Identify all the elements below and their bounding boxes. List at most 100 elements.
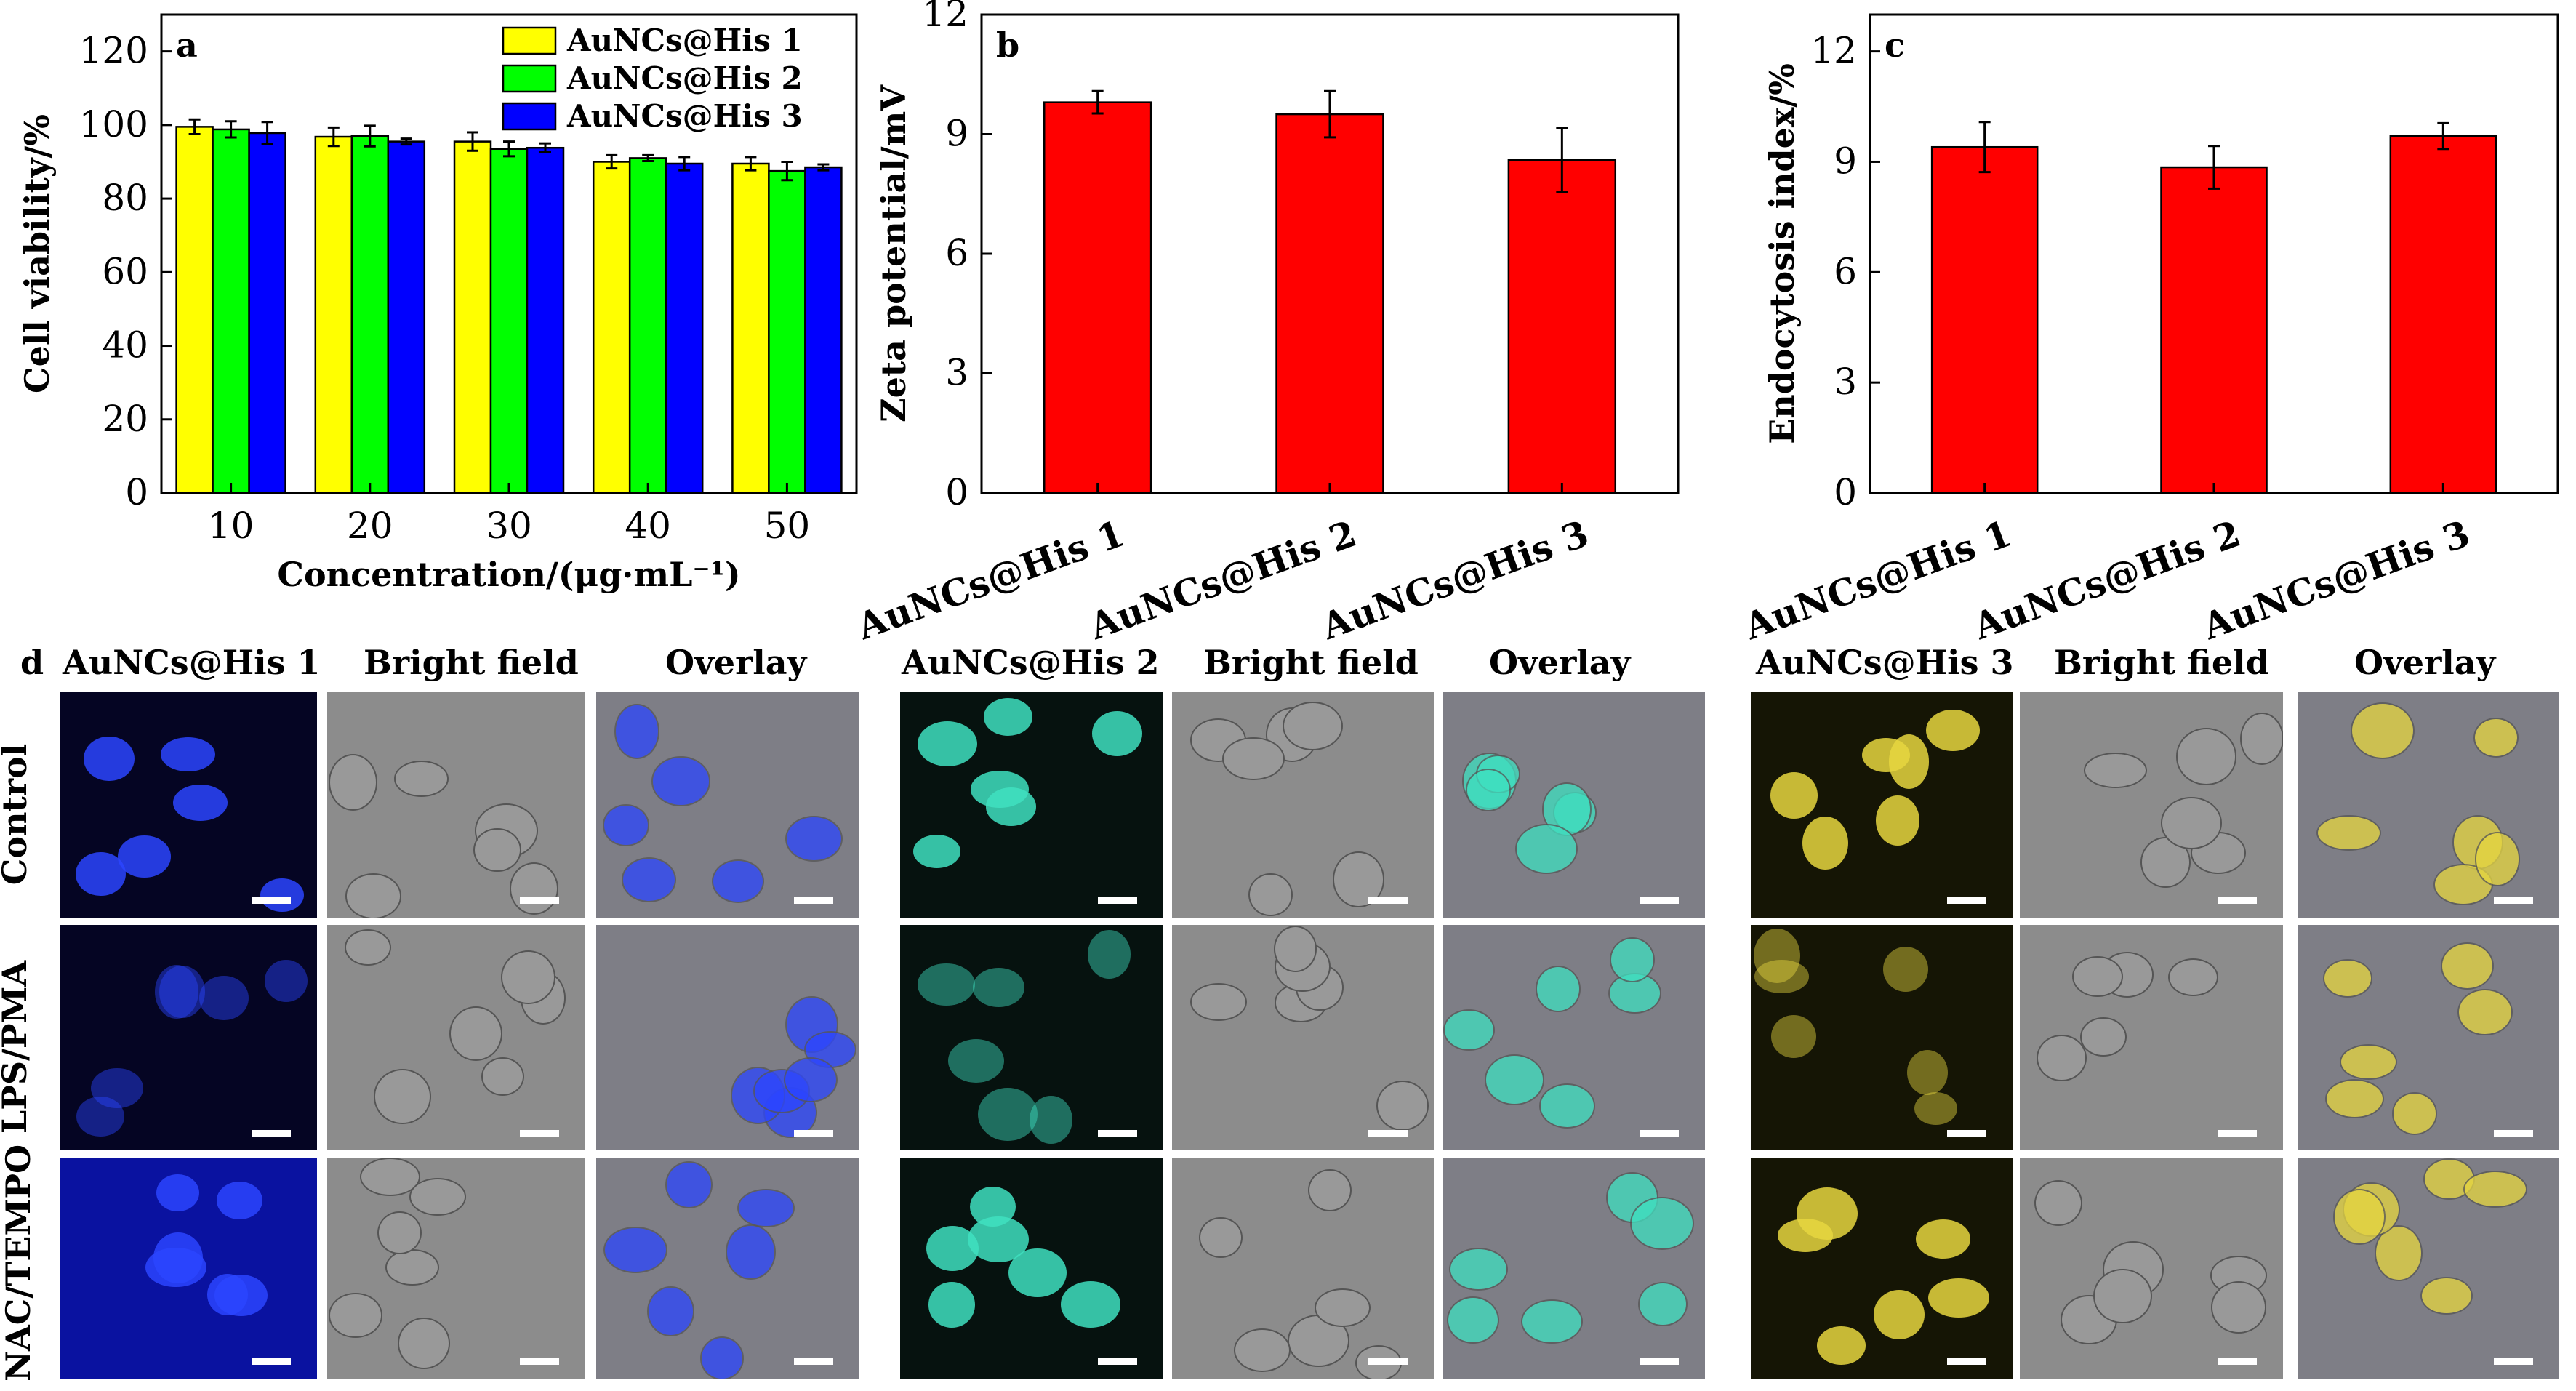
cell-body	[1802, 816, 1848, 870]
micrograph	[60, 925, 317, 1150]
col-title-g1-c1: AuNCs@His 1	[63, 643, 321, 682]
bar	[526, 146, 565, 494]
micrograph	[327, 692, 585, 918]
cell-body	[2160, 797, 2222, 849]
y-tick-label: 40	[102, 324, 148, 366]
bar	[628, 157, 667, 494]
legend-swatch	[502, 102, 557, 131]
scale-bar	[2218, 897, 2257, 904]
cell-body	[2034, 1179, 2083, 1227]
cell-body	[1520, 1299, 1583, 1344]
cell-body	[2322, 958, 2372, 998]
cell-body	[783, 1057, 838, 1102]
x-tick-label: 10	[208, 505, 254, 547]
cell-body	[260, 878, 305, 913]
panel-label: b	[996, 25, 1019, 65]
cell-body	[785, 815, 843, 862]
bar	[387, 140, 426, 494]
y-tick-label: 9	[1834, 140, 1857, 182]
bar	[1507, 159, 1617, 494]
scale-bar	[2494, 1358, 2533, 1365]
x-tick-label: 20	[347, 505, 393, 547]
cell-body	[978, 1087, 1038, 1142]
x-tick-label: 40	[625, 505, 671, 547]
micrograph	[2020, 925, 2283, 1150]
cell-body	[614, 704, 659, 759]
cell-body	[973, 968, 1025, 1007]
bar	[2160, 166, 2268, 494]
bar	[212, 128, 250, 494]
cell-body	[2474, 832, 2521, 886]
cell-body	[1092, 711, 1142, 756]
cell-body	[1770, 1015, 1817, 1059]
cell-body	[1449, 1247, 1508, 1291]
cell-body	[926, 1226, 979, 1272]
cell-body	[1088, 930, 1131, 979]
scale-bar	[794, 897, 833, 904]
col-title-g3-c1: AuNCs@His 3	[1756, 643, 2014, 682]
bar	[248, 132, 286, 494]
col-title-g2-c1: AuNCs@His 2	[902, 643, 1160, 682]
cell-body	[665, 1161, 713, 1209]
scale-bar	[794, 1358, 833, 1365]
cell-body	[360, 1158, 421, 1197]
cell-body	[985, 787, 1037, 826]
micrograph	[1172, 1158, 1434, 1379]
scale-bar	[1098, 897, 1137, 904]
col-title-g1-c2: Bright field	[364, 643, 579, 682]
cell-body	[153, 1232, 203, 1283]
micrograph	[1751, 692, 2013, 918]
cell-body	[1914, 1091, 1957, 1126]
cell-body	[345, 873, 401, 918]
micrograph	[1443, 692, 1705, 918]
bar	[768, 169, 806, 494]
cell-body	[1873, 1290, 1925, 1339]
y-tick-label: 12	[1810, 30, 1857, 72]
micrograph	[1172, 692, 1434, 918]
cell-body	[2340, 1044, 2398, 1081]
cell-body	[2473, 717, 2519, 758]
cell-body	[2210, 1281, 2266, 1334]
legend-label: AuNCs@His 3	[566, 98, 803, 134]
cell-body	[984, 698, 1033, 736]
cell-body	[1770, 772, 1818, 819]
cell-body	[2175, 728, 2237, 785]
cell-body	[651, 756, 710, 806]
cell-body	[1515, 824, 1578, 875]
y-tick-label: 80	[102, 177, 148, 219]
cell-body	[393, 761, 449, 798]
scale-bar	[520, 1358, 559, 1365]
cell-body	[473, 827, 521, 873]
cell-body	[2457, 988, 2513, 1036]
cell-body	[199, 975, 249, 1021]
y-tick-label: 6	[945, 232, 968, 274]
cell-body	[2375, 1225, 2423, 1282]
y-tick-label: 6	[1834, 250, 1857, 292]
bar	[350, 135, 390, 494]
cell-body	[726, 1224, 776, 1280]
cell-body	[928, 1282, 975, 1328]
row-label-nac-tempo: NAC/TEMPO	[0, 1144, 38, 1382]
cell-body	[2350, 702, 2415, 760]
cell-body	[917, 721, 977, 767]
cell-body	[1273, 925, 1317, 972]
col-title-g2-c2: Bright field	[1203, 643, 1419, 682]
scale-bar	[252, 1358, 291, 1365]
cell-body	[2391, 1092, 2438, 1135]
micrograph	[2020, 1158, 2283, 1379]
micrograph	[900, 692, 1163, 918]
cell-body	[509, 862, 558, 915]
micrograph	[2298, 925, 2559, 1150]
y-axis-label: Zeta potential/mV	[874, 84, 913, 422]
scale-bar	[794, 1130, 833, 1137]
bar	[489, 148, 529, 494]
cell-body	[2332, 1189, 2386, 1245]
cell-body	[918, 963, 976, 1006]
x-tick-label: AuNCs@His 1	[851, 512, 1130, 649]
col-title-g3-c3: Overlay	[2354, 643, 2496, 682]
cell-body	[374, 1069, 432, 1124]
cell-body	[947, 1039, 1004, 1083]
cell-body	[1376, 1081, 1429, 1131]
legend-swatch	[502, 26, 557, 55]
